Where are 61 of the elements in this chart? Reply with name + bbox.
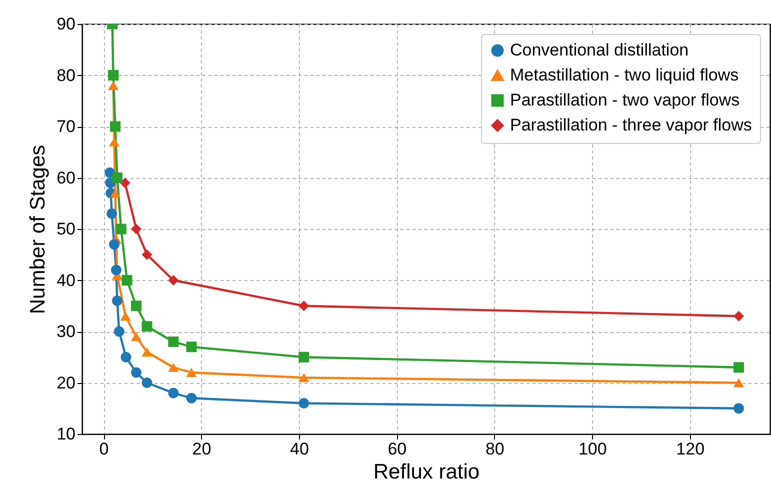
point [142, 378, 152, 388]
x-tick-label: 20 [192, 440, 212, 458]
point [130, 367, 142, 378]
y-tick-label: 90 [56, 14, 76, 34]
point [110, 264, 122, 276]
point [142, 347, 152, 357]
point [298, 398, 310, 408]
point [142, 249, 152, 260]
y-tick-label: 40 [56, 270, 76, 290]
point [186, 368, 197, 378]
point [130, 224, 142, 234]
point [120, 352, 132, 362]
point [733, 403, 744, 414]
point [186, 392, 197, 404]
point [112, 296, 122, 306]
point [110, 188, 120, 198]
y-tick-label: 30 [56, 322, 76, 341]
x-tick-label: 40 [290, 440, 309, 458]
x-tick-label: 100 [578, 440, 607, 458]
point [733, 378, 744, 388]
point [116, 224, 126, 234]
point [108, 70, 119, 80]
point [298, 373, 310, 382]
point [122, 275, 132, 286]
legend-label: Parastillation - two vapor flows [510, 90, 740, 110]
y-tick-label: 20 [56, 373, 76, 392]
x-tick-label: 120 [676, 440, 705, 458]
x-axis-title: Reflux ratio [373, 460, 480, 484]
y-tick-label: 60 [56, 168, 76, 188]
point [120, 178, 130, 188]
point [109, 239, 120, 250]
y-tick-label: 50 [56, 220, 76, 238]
point [298, 352, 310, 362]
legend-label: Conventional distillation [510, 40, 689, 60]
point [168, 336, 179, 347]
point [733, 362, 744, 373]
point [120, 312, 131, 321]
x-tick-label: 60 [388, 440, 407, 458]
y-tick-label: 70 [56, 117, 76, 136]
legend-label: Metastillation - two liquid flows [510, 66, 739, 84]
y-axis-title: Number of Stages [26, 144, 50, 314]
point [110, 121, 120, 132]
x-tick-label: 80 [485, 440, 504, 458]
y-tick-label: 10 [56, 424, 76, 444]
point [168, 275, 179, 286]
point [112, 172, 122, 183]
point [168, 362, 179, 372]
point [108, 80, 119, 90]
point [142, 321, 152, 332]
point [109, 137, 120, 146]
point [298, 300, 310, 312]
point [114, 326, 124, 337]
y-tick-label: 80 [56, 66, 76, 85]
x-tick-label: 0 [99, 440, 109, 458]
point [130, 300, 142, 312]
legend-label: Parastillation - three vapor flows [510, 116, 752, 134]
point [106, 208, 118, 219]
point [168, 388, 179, 398]
point [733, 310, 744, 322]
point [130, 332, 142, 342]
point [186, 342, 197, 352]
